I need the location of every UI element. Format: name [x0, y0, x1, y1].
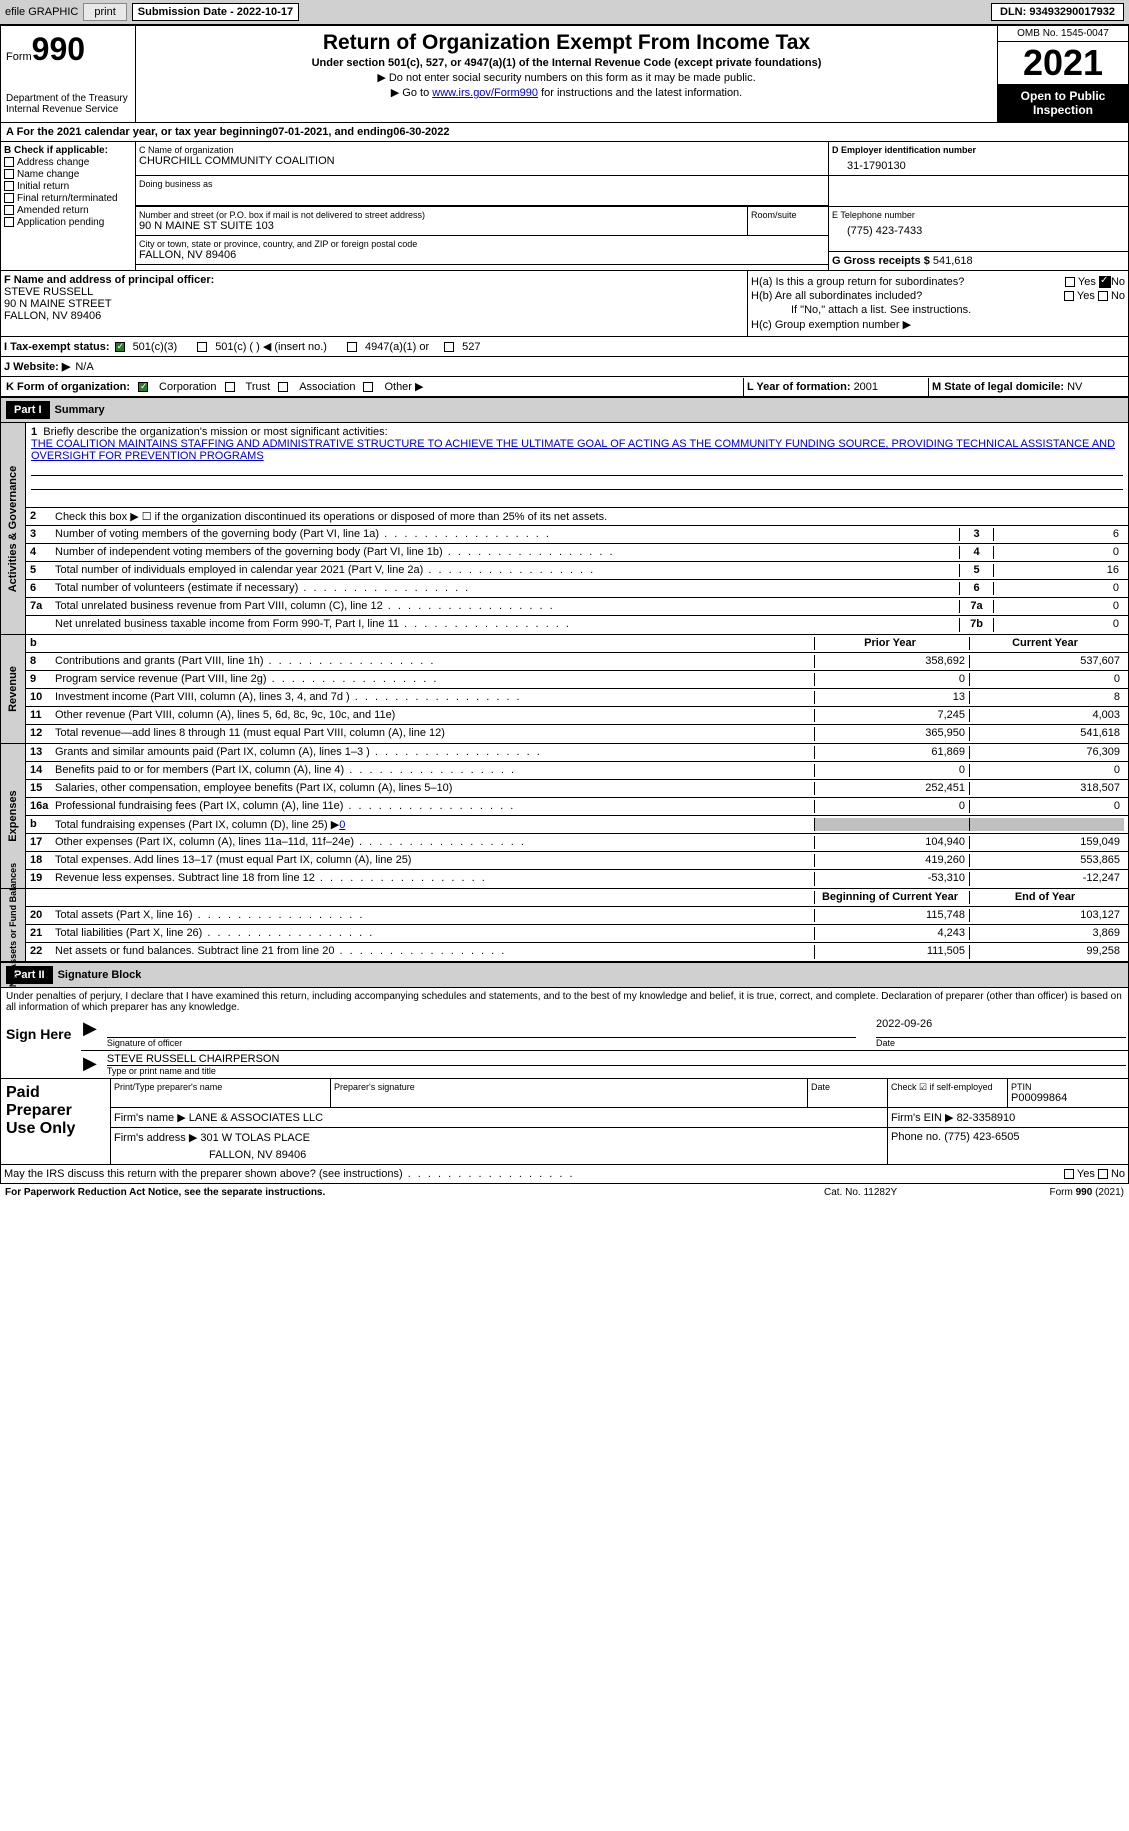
- fundraising-link[interactable]: 0: [339, 819, 345, 831]
- discuss-row: May the IRS discuss this return with the…: [0, 1165, 1129, 1184]
- header-center: Return of Organization Exempt From Incom…: [136, 26, 998, 122]
- line-18: 18Total expenses. Add lines 13–17 (must …: [26, 852, 1128, 870]
- sign-here-label: Sign Here: [1, 1016, 81, 1078]
- line-22: 22Net assets or fund balances. Subtract …: [26, 943, 1128, 961]
- firm-ein: Firm's EIN ▶ 82-3358910: [888, 1108, 1128, 1127]
- firm-phone: Phone no. (775) 423-6505: [888, 1128, 1128, 1164]
- section-revenue: Revenue: [7, 666, 19, 712]
- line-4: 4Number of independent voting members of…: [26, 544, 1128, 562]
- section-net: Net Assets or Fund Balances: [8, 863, 18, 987]
- firm-addr: Firm's address ▶ 301 W TOLAS PLACE FALLO…: [111, 1128, 888, 1164]
- k-row: K Form of organization: Corporation Trus…: [1, 377, 738, 396]
- f-officer: F Name and address of principal officer:…: [1, 271, 748, 336]
- print-button[interactable]: print: [83, 3, 126, 21]
- section-expenses: Expenses: [7, 790, 19, 841]
- column-b: B Check if applicable: Address change Na…: [1, 142, 136, 270]
- line-1: 1 Briefly describe the organization's mi…: [26, 423, 1128, 508]
- form-title: Return of Organization Exempt From Incom…: [146, 31, 987, 55]
- line-5: 5Total number of individuals employed in…: [26, 562, 1128, 580]
- header-left: Form990 Department of the Treasury Inter…: [1, 26, 136, 122]
- self-emp: Check ☑ if self-employed: [888, 1079, 1008, 1107]
- street-box: Number and street (or P.O. box if mail i…: [136, 207, 748, 235]
- prep-sig: Preparer's signature: [331, 1079, 808, 1107]
- city-box: City or town, state or province, country…: [136, 236, 828, 265]
- prep-name: Print/Type preparer's name: [111, 1079, 331, 1107]
- line-20: 20Total assets (Part X, line 16)115,7481…: [26, 907, 1128, 925]
- line-13: 13Grants and similar amounts paid (Part …: [26, 744, 1128, 762]
- ein-box: D Employer identification number 31-1790…: [828, 142, 1128, 175]
- line-17: 17Other expenses (Part IX, column (A), l…: [26, 834, 1128, 852]
- receipts-box: G Gross receipts $ 541,618: [829, 252, 1128, 270]
- perjury-text: Under penalties of perjury, I declare th…: [1, 988, 1128, 1016]
- line-16b: bTotal fundraising expenses (Part IX, co…: [26, 816, 1128, 834]
- line-10: 10Investment income (Part VIII, column (…: [26, 689, 1128, 707]
- line-21: 21Total liabilities (Part X, line 26)4,2…: [26, 925, 1128, 943]
- dln-box: DLN: 93493290017932: [991, 3, 1124, 21]
- l-box: L Year of formation: 2001: [743, 378, 923, 396]
- tax-year-row: A For the 2021 calendar year, or tax yea…: [0, 123, 1129, 142]
- col-headers-net: Beginning of Current YearEnd of Year: [26, 889, 1128, 907]
- i-row: I Tax-exempt status: 501(c)(3) 501(c) ( …: [0, 337, 1129, 357]
- line-12: 12Total revenue—add lines 8 through 11 (…: [26, 725, 1128, 743]
- dba-box: Doing business as: [136, 176, 828, 206]
- col-headers-rev: bPrior YearCurrent Year: [26, 635, 1128, 653]
- line-7b: Net unrelated business taxable income fr…: [26, 616, 1128, 634]
- footer: For Paperwork Reduction Act Notice, see …: [0, 1184, 1129, 1201]
- line-7a: 7aTotal unrelated business revenue from …: [26, 598, 1128, 616]
- firm-name: Firm's name ▶ LANE & ASSOCIATES LLC: [111, 1108, 888, 1127]
- ptin: PTINP00099864: [1008, 1079, 1128, 1107]
- header-right: OMB No. 1545-0047 2021 Open to Public In…: [998, 26, 1128, 122]
- paid-preparer-label: Paid Preparer Use Only: [1, 1079, 111, 1164]
- section-governance: Activities & Governance: [7, 465, 19, 592]
- submission-date-box: Submission Date - 2022-10-17: [132, 3, 299, 21]
- line-6: 6Total number of volunteers (estimate if…: [26, 580, 1128, 598]
- mission-text[interactable]: THE COALITION MAINTAINS STAFFING AND ADM…: [31, 438, 1115, 462]
- line-11: 11Other revenue (Part VIII, column (A), …: [26, 707, 1128, 725]
- line-19: 19Revenue less expenses. Subtract line 1…: [26, 870, 1128, 888]
- line-9: 9Program service revenue (Part VIII, lin…: [26, 671, 1128, 689]
- phone-box: E Telephone number (775) 423-7433: [829, 207, 1128, 252]
- part2-header: Part II Signature Block: [0, 962, 1129, 988]
- part1-header: Part I Summary: [0, 397, 1129, 423]
- h-group: H(a) Is this a group return for subordin…: [748, 271, 1128, 336]
- line-14: 14Benefits paid to or for members (Part …: [26, 762, 1128, 780]
- prep-date: Date: [808, 1079, 888, 1107]
- m-box: M State of legal domicile: NV: [928, 378, 1128, 396]
- line-2: 2Check this box ▶ ☐ if the organization …: [26, 508, 1128, 526]
- org-name-box: C Name of organization CHURCHILL COMMUNI…: [136, 142, 828, 175]
- irs-link[interactable]: www.irs.gov/Form990: [432, 87, 538, 99]
- line-8: 8Contributions and grants (Part VIII, li…: [26, 653, 1128, 671]
- line-3: 3Number of voting members of the governi…: [26, 526, 1128, 544]
- j-row: J Website: ▶ N/A: [0, 357, 1129, 377]
- line-16a: 16aProfessional fundraising fees (Part I…: [26, 798, 1128, 816]
- efile-label: efile GRAPHIC: [5, 6, 78, 18]
- room-box: Room/suite: [748, 207, 828, 235]
- line-15: 15Salaries, other compensation, employee…: [26, 780, 1128, 798]
